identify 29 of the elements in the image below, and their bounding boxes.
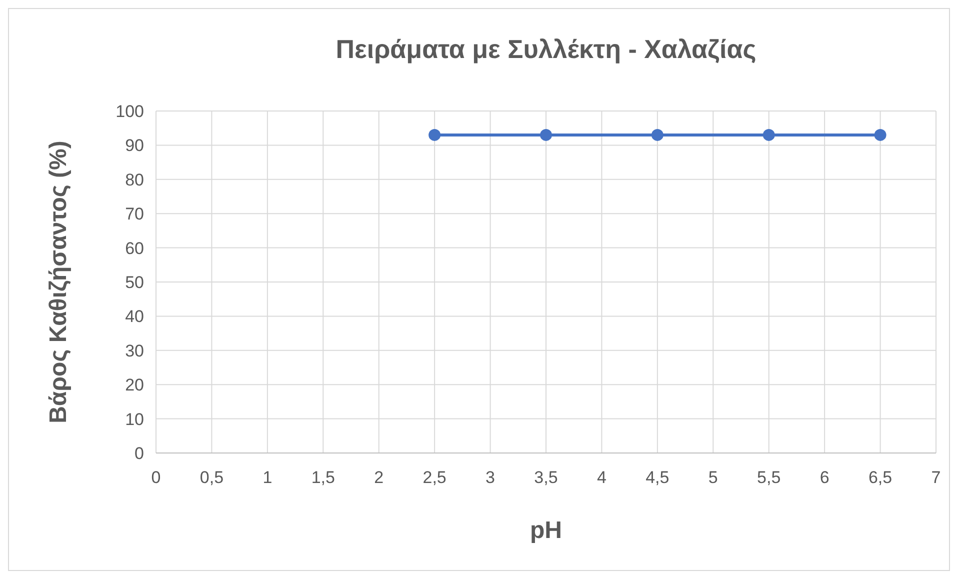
x-tick-label: 2 <box>374 468 384 487</box>
x-tick-label: 4 <box>596 468 606 487</box>
y-tick-label: 60 <box>125 238 144 258</box>
x-tick-label: 7 <box>931 468 941 487</box>
chart-title: Πειράματα με Συλλέκτη - Χαλαζίας <box>336 34 756 64</box>
y-tick-label: 0 <box>134 444 144 463</box>
x-tick-label: 1,5 <box>311 468 335 487</box>
x-tick-label: 3 <box>486 468 496 487</box>
y-tick-label: 90 <box>125 136 144 156</box>
x-tick-label: 0,5 <box>200 468 224 487</box>
y-tick-label: 40 <box>125 307 144 326</box>
y-tick-label: 10 <box>125 410 144 429</box>
y-tick-label: 50 <box>125 272 144 292</box>
y-axis-title: Βάρος Καθιζήσαντος (%) <box>45 140 72 424</box>
x-axis-title: pH <box>530 517 562 544</box>
y-tick-label: 30 <box>125 341 144 360</box>
x-tick-label: 6 <box>820 468 830 487</box>
x-tick-label: 4,5 <box>646 468 670 487</box>
x-tick-label: 5 <box>708 468 718 487</box>
x-tick-label: 0 <box>151 468 161 487</box>
y-tick-label: 80 <box>125 170 144 190</box>
y-tick-label: 20 <box>125 376 144 395</box>
y-tick-label: 100 <box>116 102 144 121</box>
x-tick-label: 2,5 <box>422 468 446 487</box>
x-tick-label: 5,5 <box>757 468 781 487</box>
x-tick-label: 3,5 <box>534 468 558 487</box>
x-tick-label: 6,5 <box>868 468 892 487</box>
x-tick-label: 1 <box>262 468 272 487</box>
y-tick-label: 70 <box>125 204 144 224</box>
